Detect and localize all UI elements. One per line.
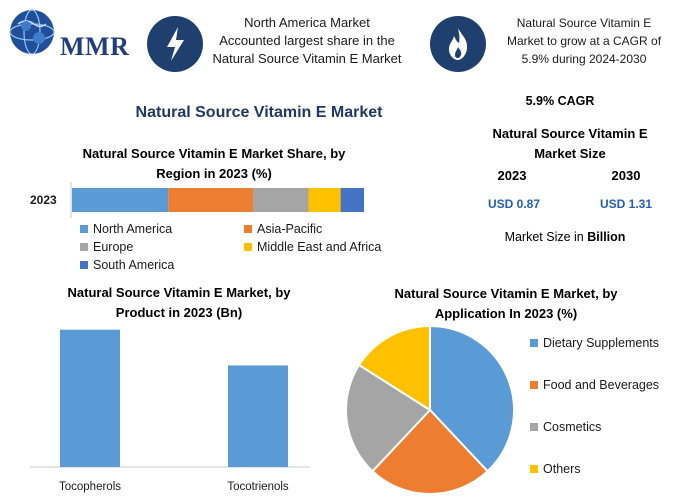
region-bar-segment-1 bbox=[168, 188, 254, 212]
value-2030: USD 1.31 bbox=[599, 197, 653, 211]
legend-label: South America bbox=[93, 258, 175, 272]
legend-label: North America bbox=[93, 222, 173, 236]
pie-slice-3 bbox=[357, 324, 431, 412]
application-chart-title-line: Natural Source Vitamin E Market, by bbox=[394, 286, 618, 301]
legend-label: Middle East and Africa bbox=[257, 240, 382, 254]
legend-label: Europe bbox=[93, 240, 134, 254]
year-2023: 2023 bbox=[497, 168, 527, 183]
application-chart-title-line: Application In 2023 (%) bbox=[434, 306, 578, 321]
product-tick-label-0: Tocopherols bbox=[59, 481, 121, 493]
legend-swatch bbox=[530, 423, 538, 431]
legend-label: Cosmetics bbox=[543, 420, 602, 434]
flame-icon bbox=[430, 16, 486, 72]
legend-item-north-america: North America bbox=[80, 222, 172, 236]
region-category-label: 2023 bbox=[30, 193, 57, 207]
legend-item-south-america: South America bbox=[80, 258, 174, 272]
header-box-1-line: North America Market bbox=[244, 15, 370, 30]
pie-slice-1 bbox=[371, 408, 489, 495]
application-chart-title: Natural Source Vitamin E Market, by Appl… bbox=[356, 284, 656, 324]
product-tick-label-1: Tocotrienols bbox=[227, 481, 289, 493]
lightning-icon bbox=[147, 16, 203, 72]
legend-item-cosmetics: Cosmetics bbox=[530, 420, 601, 434]
pie-slice-2 bbox=[345, 363, 432, 473]
market-size-title-line: Market Size bbox=[534, 146, 606, 161]
legend-item-food-beverages: Food and Beverages bbox=[530, 378, 659, 392]
header-box-2-line: Market to grow at a CAGR of bbox=[506, 34, 662, 48]
product-chart-title-line: Product in 2023 (Bn) bbox=[115, 305, 243, 320]
legend-swatch bbox=[530, 465, 538, 473]
value-2023: USD 0.87 bbox=[487, 197, 541, 211]
legend-label: Food and Beverages bbox=[543, 378, 660, 392]
cagr-label: 5.9% CAGR bbox=[525, 94, 595, 108]
legend-item-dietary-supplements: Dietary Supplements bbox=[530, 336, 659, 350]
header-box-1-line: Natural Source Vitamin E Market bbox=[212, 51, 402, 66]
legend-label: Dietary Supplements bbox=[543, 336, 660, 350]
region-chart-title: Natural Source Vitamin E Market Share, b… bbox=[44, 144, 384, 184]
year-2030: 2030 bbox=[611, 168, 641, 183]
region-legend: North America Asia-Pacific Europe Middle… bbox=[80, 222, 410, 278]
legend-swatch bbox=[80, 261, 88, 269]
region-chart-title-line: Natural Source Vitamin E Market Share, b… bbox=[82, 146, 346, 161]
legend-swatch bbox=[530, 381, 538, 389]
legend-label: Asia-Pacific bbox=[257, 222, 323, 236]
market-size-note: Market Size in Billion bbox=[470, 230, 660, 244]
region-chart: 2023 bbox=[30, 182, 364, 218]
legend-swatch bbox=[244, 225, 252, 233]
market-size-note-unit: Billion bbox=[587, 230, 626, 244]
market-size-note-prefix: Market Size in bbox=[504, 230, 588, 244]
product-chart-title-line: Natural Source Vitamin E Market, by bbox=[67, 285, 291, 300]
product-chart: Tocopherols Tocotrienols bbox=[30, 329, 310, 493]
legend-swatch bbox=[244, 243, 252, 251]
header-box-2-line: Natural Source Vitamin E bbox=[516, 16, 652, 30]
legend-label: Others bbox=[543, 462, 581, 476]
product-bar-0 bbox=[60, 329, 120, 467]
header-box-2: Natural Source Vitamin E Market to grow … bbox=[494, 14, 674, 68]
legend-swatch bbox=[530, 339, 538, 347]
main-title: Natural Source Vitamin E Market bbox=[135, 104, 383, 121]
application-pie-chart bbox=[345, 324, 515, 495]
product-bar-1 bbox=[228, 365, 288, 467]
region-bar-segment-3 bbox=[308, 188, 341, 212]
legend-item-asia-pacific: Asia-Pacific bbox=[244, 222, 322, 236]
pie-slice-0 bbox=[429, 324, 515, 473]
legend-swatch bbox=[80, 243, 88, 251]
globe-icon bbox=[9, 9, 55, 55]
application-legend: Dietary Supplements Food and Beverages C… bbox=[530, 336, 674, 486]
legend-item-europe: Europe bbox=[80, 240, 133, 254]
market-size-title-line: Natural Source Vitamin E bbox=[492, 126, 648, 141]
header-box-2-line: 5.9% during 2024-2030 bbox=[521, 52, 647, 66]
region-chart-title-line: Region in 2023 (%) bbox=[156, 166, 272, 181]
legend-swatch bbox=[80, 225, 88, 233]
region-bar-segment-4 bbox=[340, 188, 364, 212]
region-bar-segment-2 bbox=[253, 188, 309, 212]
legend-item-others: Others bbox=[530, 462, 581, 476]
logo-text: MMR bbox=[60, 32, 130, 61]
logo: MMR bbox=[4, 6, 136, 62]
region-bar-segment-0 bbox=[72, 188, 169, 212]
legend-item-middle-east-africa: Middle East and Africa bbox=[244, 240, 381, 254]
header-box-1: North America Market Accounted largest s… bbox=[204, 14, 410, 68]
market-size-title: Natural Source Vitamin E Market Size bbox=[470, 124, 670, 164]
product-chart-title: Natural Source Vitamin E Market, by Prod… bbox=[20, 283, 338, 323]
header-box-1-line: Accounted largest share in the bbox=[219, 33, 395, 48]
